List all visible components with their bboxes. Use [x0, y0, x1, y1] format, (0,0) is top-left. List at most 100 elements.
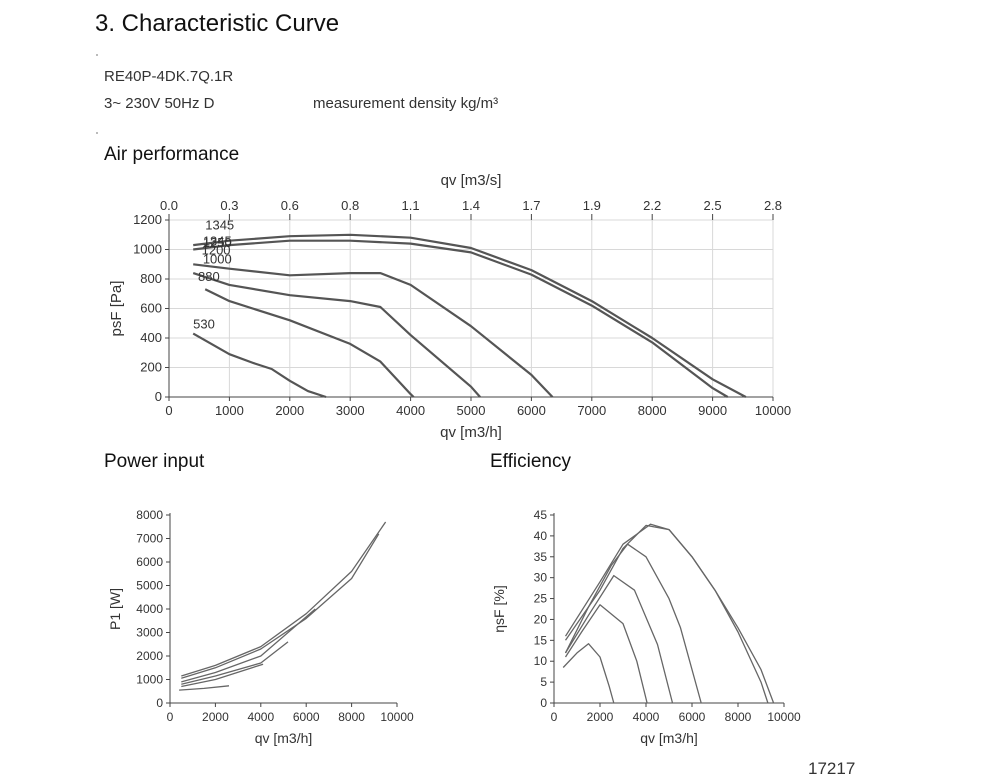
air-x2-tick-label: 0.0: [160, 198, 178, 213]
power-series-line: [181, 663, 264, 688]
air-y-tick-label: 1200: [133, 212, 162, 227]
power-series-line: [179, 685, 230, 691]
efficiency-x-tick-label: 4000: [633, 710, 660, 724]
air-x2-tick-label: 0.8: [341, 198, 359, 213]
air-x2-tick-label: 1.4: [462, 198, 480, 213]
air-series-line: [193, 233, 747, 398]
air-curve-label: 1250: [203, 235, 232, 250]
air-curve-label: 1345: [203, 234, 232, 249]
air-x2-tick-label: 1.9: [583, 198, 601, 213]
air-x2-tick-label: 2.5: [704, 198, 722, 213]
efficiency-x-tick-label: 8000: [725, 710, 752, 724]
air-series-line: [193, 239, 729, 398]
air-series-line: [204, 288, 415, 398]
power-x-tick-label: 10000: [380, 710, 414, 724]
air-x-tick-label: 6000: [517, 403, 546, 418]
air-y-tick-label: 400: [140, 330, 162, 345]
efficiency-y-tick-label: 20: [534, 612, 548, 626]
air-x-tick-label: 8000: [638, 403, 667, 418]
air-x2-tick-label: 1.7: [522, 198, 540, 213]
air-x2-axis-label: qv [m3/s]: [441, 172, 502, 189]
efficiency-x-tick-label: 6000: [679, 710, 706, 724]
model-number: RE40P-4DK.7Q.1R: [104, 68, 234, 85]
air-x-tick-label: 4000: [396, 403, 425, 418]
efficiency-x-tick-label: 2000: [587, 710, 614, 724]
air-x-tick-label: 9000: [698, 403, 727, 418]
measurement-density-label: measurement density kg/m³: [313, 95, 499, 112]
efficiency-y-tick-label: 40: [534, 529, 548, 543]
air-y-axis-label: psF [Pa]: [108, 281, 125, 337]
decorative-dot: [96, 54, 98, 56]
air-x-tick-label: 0: [165, 403, 172, 418]
efficiency-y-tick-label: 10: [534, 654, 548, 668]
power-y-tick-label: 7000: [136, 532, 163, 546]
efficiency-series-line: [562, 643, 615, 704]
efficiency-y-tick-label: 5: [540, 675, 547, 689]
power-x-tick-label: 6000: [293, 710, 320, 724]
efficiency-series-line: [564, 604, 648, 704]
air-curve-label: 1000: [203, 251, 232, 266]
air-x-axis-label: qv [m3/h]: [440, 424, 502, 441]
air-x2-tick-label: 2.2: [643, 198, 661, 213]
efficiency-y-tick-label: 35: [534, 550, 548, 564]
efficiency-y-tick-label: 30: [534, 571, 548, 585]
power-series-line: [181, 533, 380, 679]
air-series-line: [192, 332, 327, 399]
air-curve-label: 880: [198, 269, 220, 284]
efficiency-series-line: [564, 524, 769, 704]
efficiency-y-tick-label: 0: [540, 696, 547, 710]
power-y-tick-label: 0: [156, 696, 163, 710]
efficiency-x-tick-label: 10000: [767, 710, 801, 724]
air-x-tick-label: 7000: [577, 403, 606, 418]
air-x-tick-label: 10000: [755, 403, 791, 418]
power-y-tick-label: 6000: [136, 555, 163, 569]
power-y-tick-label: 8000: [136, 508, 163, 522]
power-y-tick-label: 2000: [136, 649, 163, 663]
air-series-line: [192, 272, 481, 398]
air-x-tick-label: 2000: [275, 403, 304, 418]
supply-spec: 3~ 230V 50Hz D: [104, 95, 215, 112]
air-performance-heading: Air performance: [104, 144, 240, 165]
power-y-tick-label: 5000: [136, 579, 163, 593]
decorative-dot: [96, 132, 98, 134]
efficiency-heading: Efficiency: [490, 451, 571, 472]
efficiency-y-tick-label: 45: [534, 508, 548, 522]
air-x-tick-label: 3000: [336, 403, 365, 418]
power-y-tick-label: 4000: [136, 602, 163, 616]
air-series-line: [193, 263, 554, 398]
power-y-axis-label: P1 [W]: [107, 588, 123, 630]
efficiency-x-tick-label: 0: [551, 710, 558, 724]
air-x-tick-label: 1000: [215, 403, 244, 418]
air-y-tick-label: 0: [155, 389, 162, 404]
efficiency-y-axis-label: ηsF [%]: [491, 585, 507, 632]
air-curve-label: 1200: [202, 243, 231, 258]
power-x-axis-label: qv [m3/h]: [255, 730, 313, 746]
air-y-tick-label: 800: [140, 271, 162, 286]
power-series-line: [181, 641, 289, 685]
air-x2-tick-label: 2.8: [764, 198, 782, 213]
air-y-tick-label: 1000: [133, 242, 162, 257]
efficiency-x-axis-label: qv [m3/h]: [640, 730, 698, 746]
efficiency-y-tick-label: 25: [534, 592, 548, 606]
air-x2-tick-label: 1.1: [402, 198, 420, 213]
air-curve-label: 530: [193, 316, 215, 331]
power-x-tick-label: 2000: [202, 710, 229, 724]
air-x-tick-label: 5000: [457, 403, 486, 418]
power-x-tick-label: 4000: [247, 710, 274, 724]
page-title: 3. Characteristic Curve: [95, 10, 340, 37]
power-y-tick-label: 1000: [136, 673, 163, 687]
power-y-tick-label: 3000: [136, 626, 163, 640]
efficiency-y-tick-label: 15: [534, 633, 548, 647]
efficiency-series-line: [564, 523, 775, 704]
air-curve-label: 1345: [205, 217, 234, 232]
power-series-line: [181, 608, 316, 683]
air-y-tick-label: 200: [140, 360, 162, 375]
power-x-tick-label: 0: [167, 710, 174, 724]
efficiency-series-line: [564, 574, 674, 704]
power-x-tick-label: 8000: [338, 710, 365, 724]
efficiency-series-line: [564, 543, 702, 704]
power-input-heading: Power input: [104, 451, 205, 472]
air-x2-tick-label: 0.6: [281, 198, 299, 213]
air-y-tick-label: 600: [140, 301, 162, 316]
